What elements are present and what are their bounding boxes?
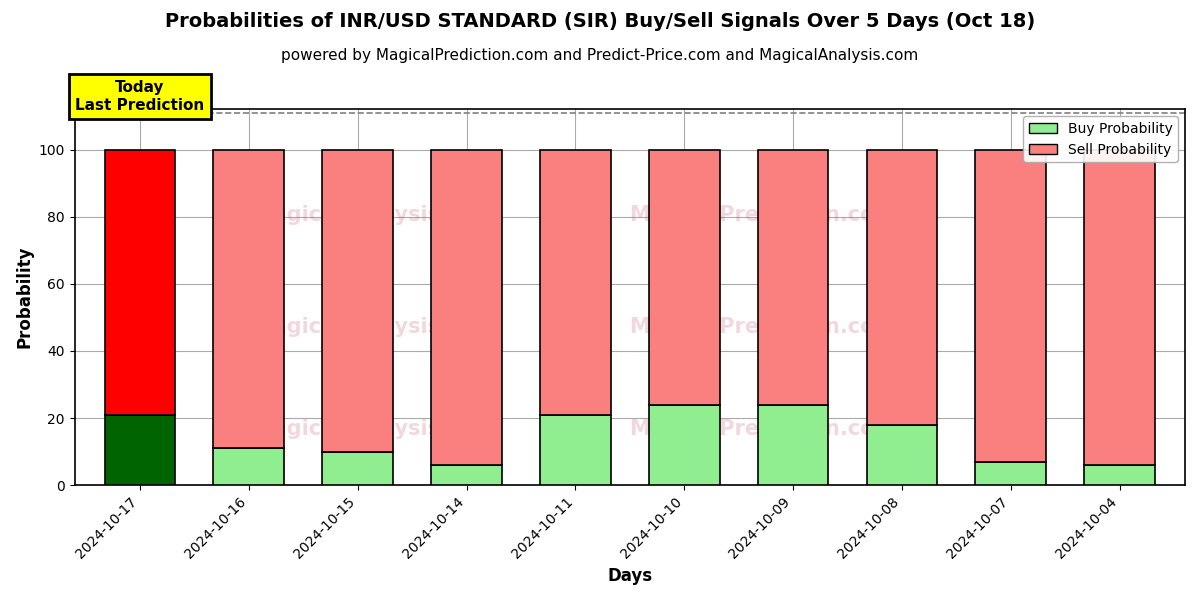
Bar (757, 404, 828, 485)
Bar (214, 149, 284, 448)
Bar (976, 149, 1046, 461)
Bar (540, 415, 611, 485)
Bar (540, 149, 611, 415)
Bar (104, 149, 175, 415)
Text: MagicalAnalysis.com: MagicalAnalysis.com (252, 419, 497, 439)
Text: MagicalPrediction.com: MagicalPrediction.com (630, 317, 896, 337)
Text: MagicalPrediction.com: MagicalPrediction.com (630, 419, 896, 439)
Bar (757, 149, 828, 404)
Text: MagicalAnalysis.com: MagicalAnalysis.com (252, 317, 497, 337)
Text: Today
Last Prediction: Today Last Prediction (76, 80, 204, 113)
Bar (976, 461, 1046, 485)
Legend: Buy Probability, Sell Probability: Buy Probability, Sell Probability (1024, 116, 1178, 162)
Bar (649, 149, 720, 404)
Text: Probabilities of INR/USD STANDARD (SIR) Buy/Sell Signals Over 5 Days (Oct 18): Probabilities of INR/USD STANDARD (SIR) … (164, 12, 1036, 31)
Bar (1085, 149, 1156, 465)
Bar (866, 425, 937, 485)
Bar (323, 149, 394, 452)
Bar (866, 149, 937, 425)
Bar (323, 452, 394, 485)
Bar (214, 448, 284, 485)
Text: MagicalAnalysis.com: MagicalAnalysis.com (252, 205, 497, 224)
Y-axis label: Probability: Probability (16, 246, 34, 349)
Bar (104, 415, 175, 485)
Bar (431, 149, 502, 465)
Bar (431, 465, 502, 485)
Text: powered by MagicalPrediction.com and Predict-Price.com and MagicalAnalysis.com: powered by MagicalPrediction.com and Pre… (281, 48, 919, 63)
Bar (1085, 465, 1156, 485)
X-axis label: Days: Days (607, 567, 653, 585)
Bar (649, 404, 720, 485)
Text: MagicalPrediction.com: MagicalPrediction.com (630, 205, 896, 224)
